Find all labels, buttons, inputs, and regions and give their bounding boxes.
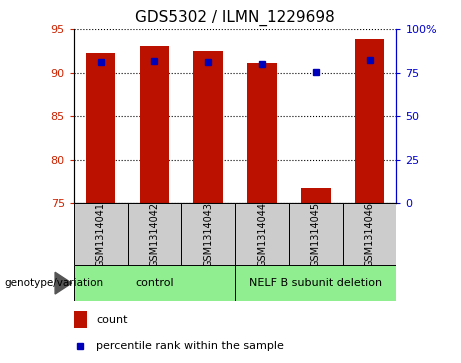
Text: NELF B subunit deletion: NELF B subunit deletion <box>249 278 382 288</box>
Text: GSM1314042: GSM1314042 <box>149 201 160 267</box>
Bar <box>128 203 181 265</box>
Text: genotype/variation: genotype/variation <box>5 278 104 288</box>
Bar <box>301 188 331 203</box>
Bar <box>74 265 235 301</box>
Text: GSM1314046: GSM1314046 <box>365 201 375 267</box>
Bar <box>247 63 277 203</box>
Bar <box>343 203 396 265</box>
Text: percentile rank within the sample: percentile rank within the sample <box>96 341 284 351</box>
Bar <box>74 311 87 328</box>
Text: count: count <box>96 315 128 325</box>
Text: GSM1314043: GSM1314043 <box>203 201 213 267</box>
Bar <box>289 203 343 265</box>
Bar <box>140 46 169 203</box>
Bar <box>355 40 384 203</box>
Text: GSM1314045: GSM1314045 <box>311 201 321 267</box>
Text: GSM1314044: GSM1314044 <box>257 201 267 267</box>
Bar <box>181 203 235 265</box>
Bar <box>194 51 223 203</box>
Text: control: control <box>135 278 174 288</box>
Text: GSM1314041: GSM1314041 <box>95 201 106 267</box>
Bar <box>86 53 115 203</box>
Polygon shape <box>55 272 71 294</box>
Bar <box>235 203 289 265</box>
Bar <box>235 265 396 301</box>
Bar <box>74 203 128 265</box>
Title: GDS5302 / ILMN_1229698: GDS5302 / ILMN_1229698 <box>135 10 335 26</box>
